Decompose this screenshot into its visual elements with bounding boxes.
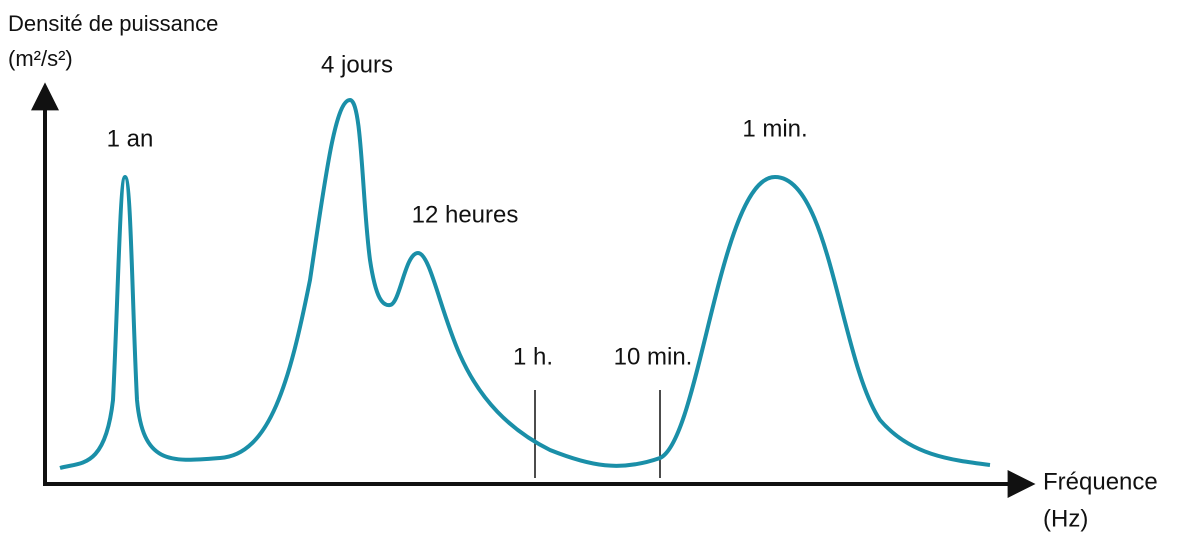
y-axis-unit: (m²/s²) bbox=[8, 46, 73, 71]
peak-label: 12 heures bbox=[412, 201, 519, 228]
spectrum-curve bbox=[59, 97, 991, 470]
marker-label: 1 h. bbox=[513, 343, 553, 370]
x-axis-label: Fréquence bbox=[1043, 468, 1158, 495]
peak-label: 1 min. bbox=[742, 115, 807, 142]
peak-label: 1 an bbox=[107, 125, 154, 152]
y-axis-label: Densité de puissance bbox=[8, 11, 218, 36]
marker-label: 10 min. bbox=[614, 343, 693, 370]
peak-label: 4 jours bbox=[321, 51, 393, 78]
x-axis-unit: (Hz) bbox=[1043, 505, 1088, 532]
